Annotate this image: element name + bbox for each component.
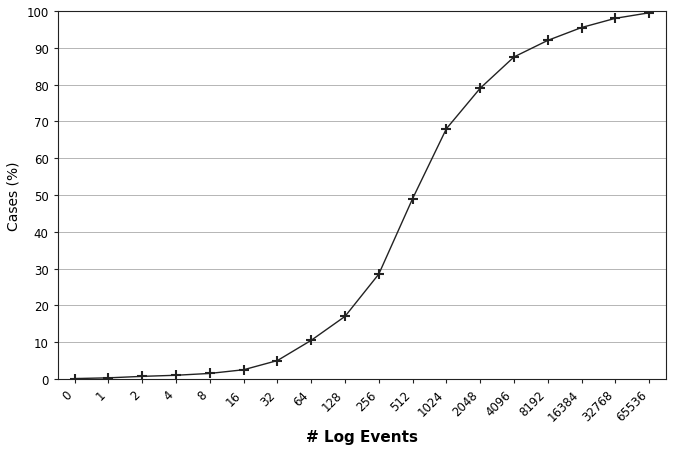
X-axis label: # Log Events: # Log Events <box>306 429 418 444</box>
Y-axis label: Cases (%): Cases (%) <box>7 161 21 230</box>
